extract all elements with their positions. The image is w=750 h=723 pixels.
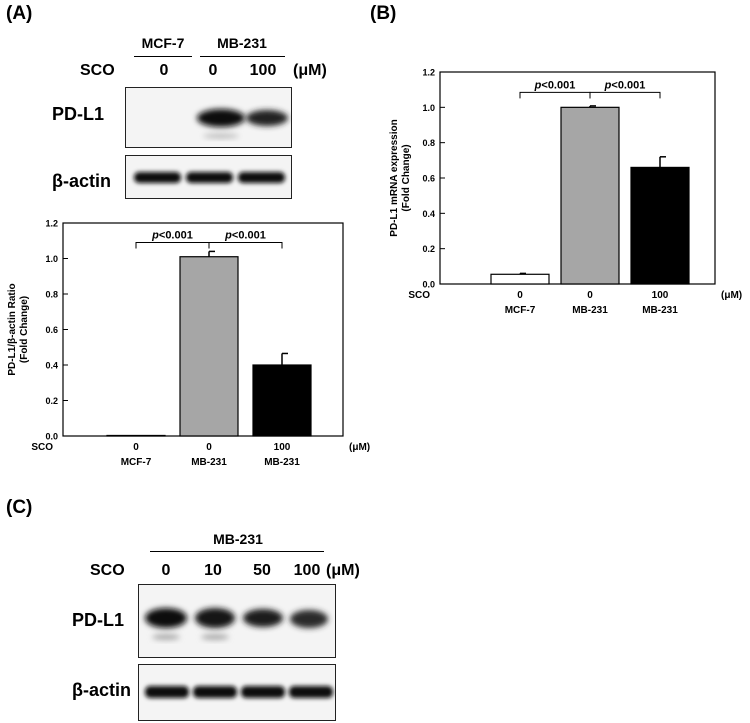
unit-label: (μM)	[349, 442, 370, 453]
bar	[630, 166, 690, 285]
y-tick-label: 0.2	[45, 396, 58, 406]
panel-c-label: (C)	[6, 497, 33, 518]
x-group-label: MCF-7	[121, 457, 152, 468]
unit-label: (μM)	[293, 62, 327, 79]
x-tick-label: 100	[274, 442, 291, 453]
y-tick-label: 0.6	[45, 325, 58, 335]
bar	[490, 273, 550, 285]
blot-band	[134, 172, 181, 183]
x-group-label: MCF-7	[505, 305, 536, 316]
blot-band	[246, 110, 288, 126]
blot-bands	[145, 608, 328, 640]
panel-a-label: (A)	[6, 3, 33, 24]
x-tick-label: 0	[206, 442, 212, 453]
y-tick-label: 0.0	[422, 280, 435, 290]
blot-bands	[197, 109, 288, 139]
blot-image-pdl1	[125, 87, 292, 148]
blot-band	[241, 686, 285, 698]
y-tick-label: 0.2	[422, 244, 435, 254]
significance-bracket	[208, 242, 283, 249]
significance-label: p<0.001	[224, 230, 266, 242]
blot-row-label-actin: β-actin	[72, 680, 131, 700]
y-tick-label: 0.4	[45, 361, 58, 371]
blot-band	[195, 608, 235, 628]
group-underline-mb231	[200, 56, 285, 57]
y-axis-label: PD-L1 mRNA expression	[389, 119, 400, 236]
blot-band	[197, 109, 245, 127]
group-underline-mb231	[150, 551, 324, 552]
blot-image-pdl1	[138, 584, 336, 658]
y-tick-label: 0.8	[422, 138, 435, 148]
x-tick-label: 0	[133, 442, 139, 453]
x-tick-label: 0	[517, 290, 523, 301]
blot-band	[201, 634, 229, 640]
blot-band	[193, 686, 237, 698]
significance-bracket	[589, 91, 661, 99]
bar	[252, 364, 312, 437]
blot-row-label-pdl1: PD-L1	[72, 610, 125, 630]
panel-b-bar-chart: 0.0 0.2 0.4 0.6 0.8 1.0 1.2 PD-L1 mRNA expressi…	[385, 55, 750, 320]
y-tick-label: 1.2	[45, 219, 58, 229]
dose-label: 100	[293, 562, 321, 579]
group-underline-mcf7	[134, 56, 192, 57]
blot-row-label-pdl1: PD-L1	[52, 104, 105, 124]
y-tick-label: 0.6	[422, 174, 435, 184]
dose-label: 0	[161, 562, 171, 579]
panel-a-bar-chart: 0.0 0.2 0.4 0.6 0.8 1.0 1.2 PD-L1/β-actin Ratio…	[0, 205, 375, 485]
y-axis-label: PD-L1/β-actin Ratio	[7, 283, 18, 375]
y-tick-label: 1.0	[45, 254, 58, 264]
blot-band	[186, 172, 233, 183]
y-axis-label: (Fold Change)	[19, 296, 30, 363]
y-tick-label: 0.8	[45, 290, 58, 300]
bar	[106, 434, 166, 437]
bar	[560, 106, 620, 285]
x-group-label: MB-231	[264, 457, 300, 468]
blot-band	[290, 610, 328, 628]
unit-label: (μM)	[326, 562, 360, 579]
unit-label: (μM)	[721, 290, 742, 301]
y-tick-label: 1.0	[422, 103, 435, 113]
y-tick-label: 0.0	[45, 432, 58, 442]
panel-b-label: (B)	[370, 3, 397, 24]
blot-bands	[134, 172, 285, 183]
x-tick-label: 100	[652, 290, 669, 301]
blot-band	[152, 634, 180, 640]
blot-row-label-actin: β-actin	[52, 171, 111, 191]
group-header-mb231: MB-231	[217, 35, 267, 51]
bar	[179, 256, 239, 437]
significance-label: p<0.001	[604, 79, 646, 91]
x-group-label: MB-231	[642, 305, 678, 316]
x-group-label: MB-231	[191, 457, 227, 468]
group-header-mcf7: MCF-7	[141, 35, 185, 51]
group-header-mb231: MB-231	[213, 531, 263, 547]
blot-band	[289, 686, 333, 698]
x-tick-label: 0	[587, 290, 593, 301]
blot-band	[238, 172, 285, 183]
blot-band	[145, 686, 189, 698]
blot-band	[243, 609, 283, 627]
dose-label: 100	[249, 62, 277, 79]
treatment-label: SCO	[80, 62, 115, 79]
x-row-label: SCO	[408, 290, 430, 301]
dose-label: 50	[253, 562, 271, 579]
x-group-label: MB-231	[572, 305, 608, 316]
y-tick-label: 0.4	[422, 209, 435, 219]
significance-label: p<0.001	[534, 79, 576, 91]
significance-label: p<0.001	[151, 230, 193, 242]
x-row-label: SCO	[31, 442, 53, 453]
dose-label: 0	[208, 62, 218, 79]
dose-label: 0	[159, 62, 169, 79]
blot-image-actin	[138, 664, 336, 721]
y-axis-label: (Fold Change)	[401, 144, 412, 211]
blot-bands	[145, 686, 333, 698]
blot-image-actin	[125, 155, 292, 199]
blot-band	[203, 133, 239, 139]
dose-label: 10	[204, 562, 222, 579]
y-tick-label: 1.2	[422, 68, 435, 78]
treatment-label: SCO	[90, 562, 125, 579]
blot-band	[145, 608, 187, 628]
